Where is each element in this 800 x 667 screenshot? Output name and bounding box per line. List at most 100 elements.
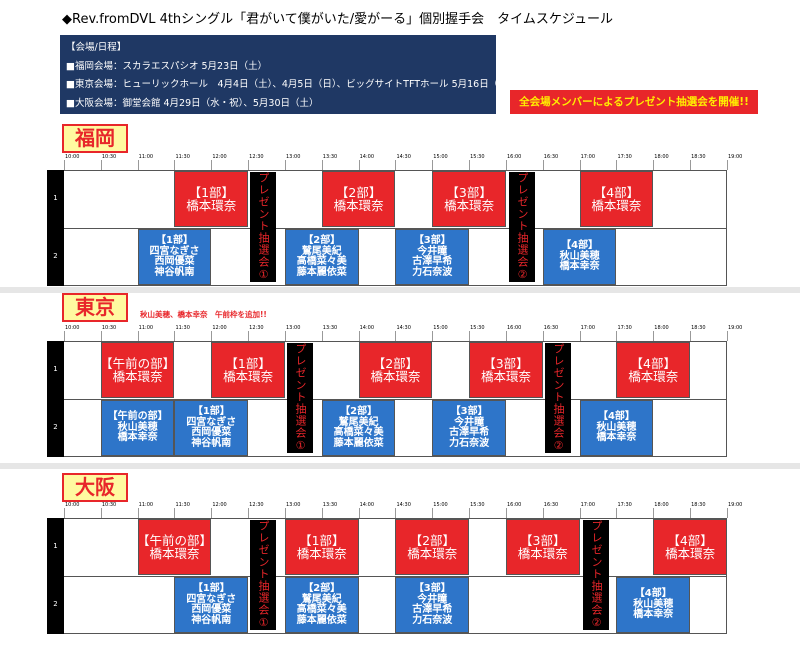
time-label: 17:00: [580, 502, 596, 508]
session-block: 【3部】 橋本環奈: [469, 342, 543, 398]
member-name: 橋本環奈: [149, 546, 200, 561]
member-name: 高橋菜々美: [333, 427, 384, 438]
session-label: 【2部】: [340, 406, 378, 417]
member-name: 高橋菜々美: [296, 256, 347, 267]
session-block: 【3部】 今井瞳 古澤早希 力石奈波: [395, 229, 470, 285]
time-tick: [100, 508, 102, 518]
lottery-block: プレゼント抽選会②: [583, 520, 609, 630]
lottery-block: プレゼント抽選会②: [545, 343, 571, 453]
member-name: 西岡優菜: [191, 604, 232, 615]
member-name: 橋本環奈: [517, 546, 568, 561]
session-label: 【午前の部】: [100, 355, 176, 371]
time-label: 10:30: [101, 502, 117, 508]
lottery-block: プレゼント抽選会②: [509, 172, 535, 282]
member-name: 今井瞳: [417, 245, 448, 257]
member-name: 四宮なぎさ: [186, 416, 237, 428]
time-tick: [432, 331, 434, 341]
session-label: 【3部】: [413, 235, 451, 246]
time-label: 16:00: [506, 154, 522, 160]
lane-bar: [47, 518, 64, 634]
time-label: 11:00: [138, 325, 154, 331]
time-tick: [690, 508, 692, 518]
member-name: 橋本環奈: [186, 198, 237, 213]
time-tick: [579, 508, 581, 518]
time-label: 15:30: [470, 325, 485, 331]
member-name: 古澤早希: [412, 256, 453, 267]
time-label: 12:00: [212, 502, 227, 508]
info-heading: 【会場/日程】: [66, 42, 127, 53]
time-label: 11:00: [138, 154, 154, 160]
time-label: 17:30: [617, 502, 632, 508]
time-label: 14:00: [359, 502, 375, 508]
session-label: 【午前の部】: [136, 532, 212, 548]
lottery-block: プレゼント抽選会①: [287, 343, 313, 453]
lane-label: 2: [53, 423, 58, 431]
venue-info: 【会場/日程】 ■福岡会場：スカラエスパシオ 5月23日（土） ■東京会場：ヒュ…: [60, 35, 517, 114]
session-block: 【1部】 橋本環奈: [211, 342, 285, 398]
session-block: 【3部】 今井瞳 古澤早希 力石奈波: [395, 577, 470, 633]
time-tick: [690, 160, 692, 170]
grid-line: [47, 576, 727, 577]
session-block: 【午前の部】 橋本環奈: [100, 342, 176, 398]
info-line: ■大阪会場：御堂会館 4月29日（水・祝）、5月30日（土）: [66, 97, 319, 109]
time-label: 17:30: [617, 154, 632, 160]
session-block: 【2部】 鷲尾美紀 高橋菜々美 藤本麗依菜: [284, 577, 359, 633]
session-label: 【3部】: [446, 184, 492, 200]
member-name: 神谷帆南: [191, 614, 232, 626]
time-label: 16:30: [543, 502, 559, 508]
time-tick: [358, 160, 360, 170]
member-name: 橋本環奈: [407, 546, 458, 561]
member-name: 今井瞳: [417, 593, 448, 605]
member-name: 古澤早希: [449, 427, 490, 438]
time-label: 14:00: [359, 325, 375, 331]
session-label: 【2部】: [303, 583, 341, 594]
session-block: 【2部】 鷲尾美紀 高橋菜々美 藤本麗依菜: [284, 229, 359, 285]
session-label: 【1部】: [192, 406, 230, 417]
member-name: 藤本麗依菜: [296, 614, 347, 626]
member-name: 秋山美穂: [596, 421, 637, 433]
time-tick: [432, 160, 434, 170]
separator: [0, 287, 800, 293]
session-label: 【4部】: [630, 355, 676, 371]
time-label: 13:30: [322, 154, 338, 160]
time-tick: [64, 331, 65, 341]
member-name: 藤本麗依菜: [296, 266, 347, 278]
banner: 全会場メンバーによるプレゼント抽選会を開催!!: [510, 90, 758, 114]
time-tick: [358, 508, 360, 518]
time-tick: [616, 160, 618, 170]
member-name: 秋山美穂: [633, 598, 674, 610]
venue-header: 東京: [62, 293, 128, 322]
lane-label: 1: [53, 194, 58, 202]
lane-label: 2: [53, 600, 58, 608]
member-name: 橋本環奈: [333, 198, 384, 213]
member-name: 橋本環奈: [444, 198, 495, 213]
time-tick: [616, 508, 618, 518]
time-tick: [174, 331, 176, 341]
member-name: 四宮なぎさ: [186, 593, 237, 605]
session-label: 【4部】: [593, 184, 640, 200]
session-block: 【1部】 四宮なぎさ 西岡優菜 神谷帆南: [137, 229, 212, 285]
member-name: 四宮なぎさ: [149, 245, 200, 257]
time-tick: [579, 160, 581, 170]
info-line: ■福岡会場：スカラエスパシオ 5月23日（土）: [66, 60, 268, 72]
member-name: 鷲尾美紀: [301, 593, 342, 605]
time-tick: [469, 331, 471, 341]
time-tick: [284, 508, 286, 518]
time-label: 19:00: [727, 325, 743, 331]
member-name: 秋山美穂: [117, 421, 158, 433]
member-name: 秋山美穂: [559, 250, 600, 262]
session-label: 【2部】: [372, 355, 419, 371]
time-tick: [726, 331, 728, 341]
time-label: 18:00: [654, 325, 669, 331]
time-label: 11:30: [175, 325, 190, 331]
time-tick: [395, 160, 397, 170]
lane-bar: [47, 170, 64, 286]
time-tick: [653, 508, 655, 518]
session-label: 【1部】: [225, 355, 271, 371]
session-label: 【4部】: [561, 240, 599, 252]
time-tick: [321, 160, 323, 170]
lottery-block: プレゼント抽選会①: [250, 172, 276, 282]
time-label: 19:00: [727, 154, 743, 160]
session-label: 【3部】: [483, 355, 529, 371]
